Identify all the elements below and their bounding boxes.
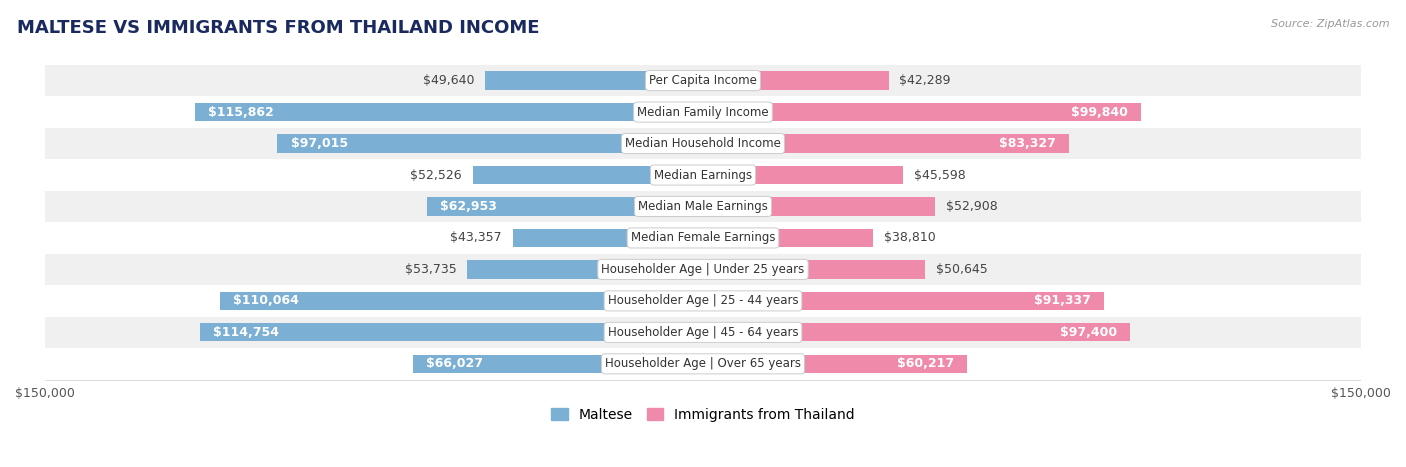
Text: Source: ZipAtlas.com: Source: ZipAtlas.com	[1271, 19, 1389, 28]
Bar	[472, 166, 703, 184]
Bar	[413, 355, 703, 373]
Bar	[703, 292, 1104, 310]
Bar	[45, 317, 1361, 348]
Bar	[703, 71, 889, 90]
Bar	[45, 285, 1361, 317]
Bar	[45, 254, 1361, 285]
Bar	[45, 159, 1361, 191]
Text: Householder Age | 25 - 44 years: Householder Age | 25 - 44 years	[607, 294, 799, 307]
Text: $52,908: $52,908	[946, 200, 998, 213]
Text: Median Family Income: Median Family Income	[637, 106, 769, 119]
Bar	[200, 323, 703, 341]
Text: $50,645: $50,645	[936, 263, 988, 276]
Text: $114,754: $114,754	[212, 326, 278, 339]
Text: MALTESE VS IMMIGRANTS FROM THAILAND INCOME: MALTESE VS IMMIGRANTS FROM THAILAND INCO…	[17, 19, 540, 37]
Text: $42,289: $42,289	[900, 74, 950, 87]
Bar	[427, 198, 703, 216]
Bar	[703, 134, 1069, 153]
Bar	[513, 229, 703, 247]
Text: Householder Age | Over 65 years: Householder Age | Over 65 years	[605, 357, 801, 370]
Text: $45,598: $45,598	[914, 169, 966, 182]
Text: $110,064: $110,064	[233, 294, 299, 307]
Bar	[45, 128, 1361, 159]
Bar	[45, 65, 1361, 96]
Text: $62,953: $62,953	[440, 200, 496, 213]
Text: $60,217: $60,217	[897, 357, 955, 370]
Text: $66,027: $66,027	[426, 357, 484, 370]
Bar	[45, 96, 1361, 128]
Bar	[703, 198, 935, 216]
Text: Median Household Income: Median Household Income	[626, 137, 780, 150]
Text: $99,840: $99,840	[1071, 106, 1128, 119]
Bar	[703, 323, 1130, 341]
Text: $83,327: $83,327	[998, 137, 1056, 150]
Text: $49,640: $49,640	[423, 74, 474, 87]
Bar	[45, 222, 1361, 254]
Bar	[45, 348, 1361, 380]
Text: Median Female Earnings: Median Female Earnings	[631, 232, 775, 244]
Text: Median Earnings: Median Earnings	[654, 169, 752, 182]
Bar	[703, 355, 967, 373]
Text: $91,337: $91,337	[1033, 294, 1091, 307]
Legend: Maltese, Immigrants from Thailand: Maltese, Immigrants from Thailand	[546, 402, 860, 427]
Text: $115,862: $115,862	[208, 106, 274, 119]
Bar	[703, 260, 925, 278]
Text: $53,735: $53,735	[405, 263, 457, 276]
Bar	[467, 260, 703, 278]
Text: Householder Age | 45 - 64 years: Householder Age | 45 - 64 years	[607, 326, 799, 339]
Bar	[45, 191, 1361, 222]
Bar	[703, 103, 1142, 121]
Text: $43,357: $43,357	[450, 232, 502, 244]
Bar	[703, 229, 873, 247]
Text: $97,400: $97,400	[1060, 326, 1118, 339]
Bar	[194, 103, 703, 121]
Bar	[485, 71, 703, 90]
Text: Householder Age | Under 25 years: Householder Age | Under 25 years	[602, 263, 804, 276]
Bar	[221, 292, 703, 310]
Text: $97,015: $97,015	[291, 137, 347, 150]
Text: $38,810: $38,810	[884, 232, 936, 244]
Bar	[277, 134, 703, 153]
Text: $52,526: $52,526	[411, 169, 461, 182]
Text: Median Male Earnings: Median Male Earnings	[638, 200, 768, 213]
Text: Per Capita Income: Per Capita Income	[650, 74, 756, 87]
Bar	[703, 166, 903, 184]
